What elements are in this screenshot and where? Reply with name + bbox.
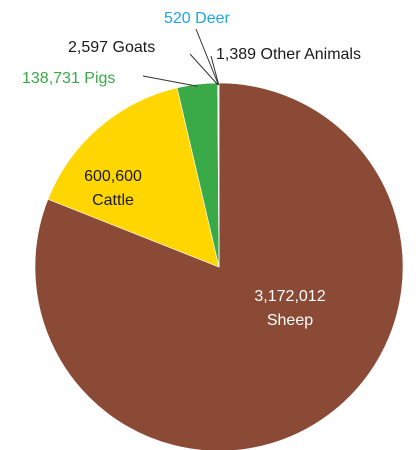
slice-label-pigs-value: 138,731: [22, 70, 80, 87]
slice-label-goats-value: 2,597: [68, 39, 108, 56]
slice-label-deer-category: Deer: [195, 10, 230, 27]
slice-label-sheep-category: Sheep: [267, 312, 313, 329]
leader-lines: [142, 28, 220, 87]
slice-label-pigs: 138,731 Pigs: [22, 70, 115, 87]
slice-label-cattle-category: Cattle: [92, 192, 134, 209]
slice-label-deer-value: 520: [164, 10, 191, 27]
slice-label-cattle-value: 600,600: [84, 168, 142, 185]
slice-label-other-animals: 1,389 Other Animals: [216, 46, 361, 63]
leader-line-deer: [195, 28, 219, 86]
slice-label-pigs-category: Pigs: [84, 70, 115, 87]
slice-label-goats-category: Goats: [113, 39, 156, 56]
pie-slice-sheep: [34, 82, 404, 450]
slice-label-other-animals-value: 1,389: [216, 46, 256, 63]
leader-line-other-animals: [210, 55, 220, 86]
slice-label-other-animals-category: Other Animals: [261, 46, 361, 63]
leader-line-pigs: [142, 75, 198, 87]
slice-label-goats: 2,597 Goats: [68, 39, 155, 56]
pie-slice-cattle: [47, 87, 220, 268]
leader-line-goats: [189, 53, 219, 86]
slice-label-sheep-value: 3,172,012: [254, 288, 325, 305]
pie-slices: [34, 82, 404, 450]
slice-label-deer: 520 Deer: [164, 10, 231, 27]
